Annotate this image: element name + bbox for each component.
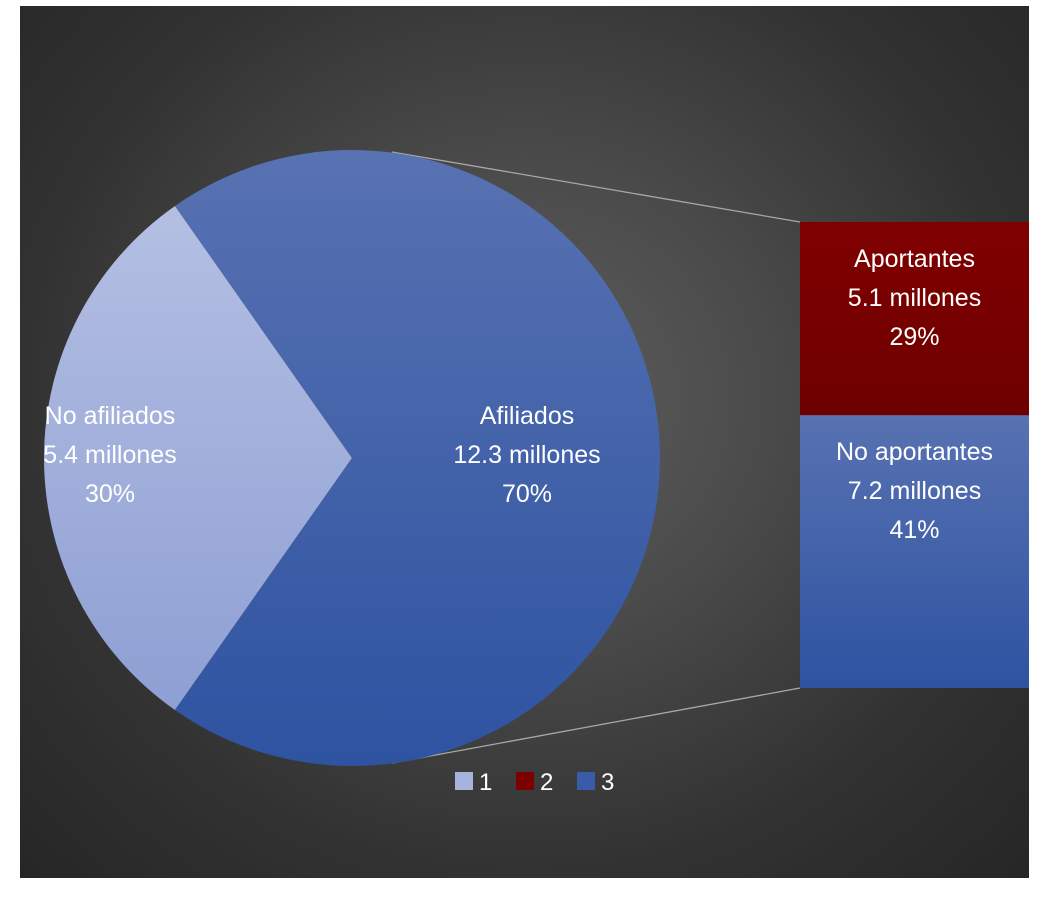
legend-label-3: 3 [601, 769, 614, 796]
stacked-bar: Aportantes 5.1 millones 29% No aportantes 7.… [800, 222, 1029, 688]
legend-label-2: 2 [540, 769, 553, 796]
bar-data-label-1-line-1: Aportantes [854, 245, 975, 273]
bar-data-label-1-line-3: 29% [889, 323, 939, 351]
bar-of-pie-chart: No afiliados 5.4 millones 30% Afiliados 12.3… [43, 149, 1029, 796]
bar-segment-1 [800, 222, 1029, 416]
chart-area: No afiliados 5.4 millones 30% Afiliados 12.3… [20, 6, 1029, 878]
bar-data-label-1-line-2: 5.1 millones [848, 284, 981, 312]
pie-data-label-2-line-3: 70% [502, 480, 552, 508]
pie-slice-1 [43, 205, 353, 711]
connector-line-bottom [391, 687, 801, 764]
pie-data-label-2-line-1: Afiliados [480, 402, 575, 430]
pie-data-label-1-line-3: 30% [85, 480, 135, 508]
bar-data-label-2-line-3: 41% [889, 516, 939, 544]
bar-segment-2 [800, 415, 1029, 688]
pie-data-label-1-line-2: 5.4 millones [43, 441, 176, 469]
legend: 1 2 3 [455, 769, 614, 796]
bar-data-label-2-line-1: No aportantes [836, 438, 993, 466]
pie-data-label-2-line-2: 12.3 millones [453, 441, 600, 469]
connector-line-top [391, 151, 801, 223]
legend-swatch-1 [455, 772, 473, 790]
bar-data-label-2-line-2: 7.2 millones [848, 477, 981, 505]
pie: No afiliados 5.4 millones 30% Afiliados 12.3… [43, 149, 660, 766]
pie-slice-2 [174, 149, 660, 766]
legend-label-1: 1 [479, 769, 492, 796]
connector-lines [391, 151, 801, 764]
legend-swatch-3 [577, 772, 595, 790]
legend-swatch-2 [516, 772, 534, 790]
pie-data-label-1-line-1: No afiliados [45, 402, 176, 430]
